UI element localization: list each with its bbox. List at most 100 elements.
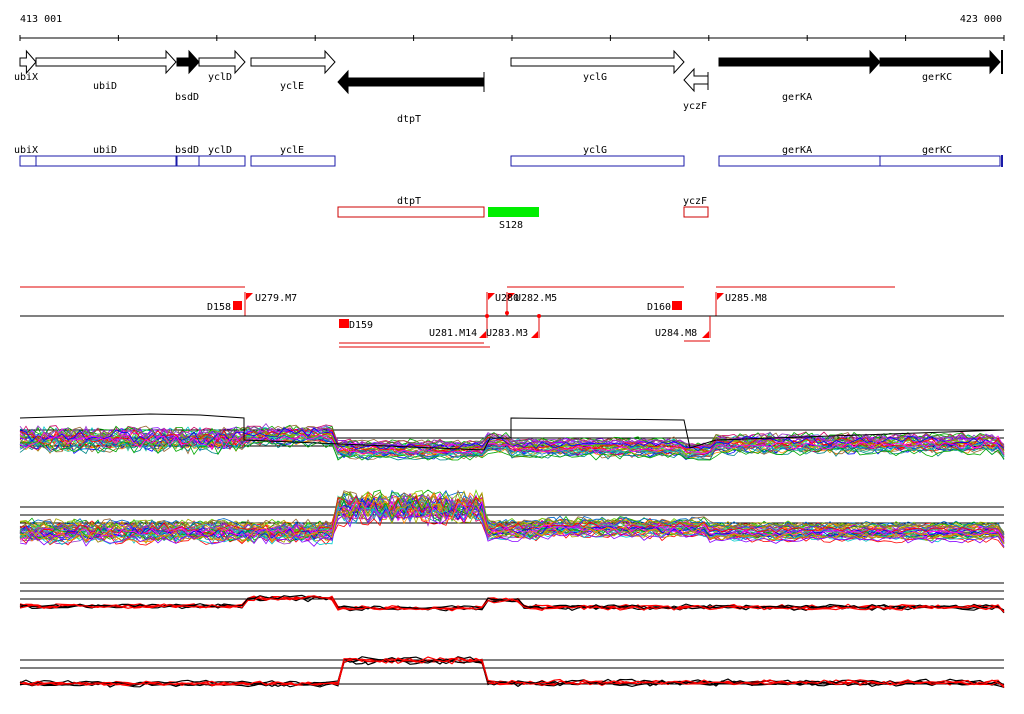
gene-label-yclD[interactable]: yclD <box>208 72 232 83</box>
expression-trace <box>19 504 1005 548</box>
operon-box-bsdD[interactable] <box>176 155 200 167</box>
segment-label-u283: U283.M3 <box>486 328 528 339</box>
segment-label-d158: D158 <box>207 302 231 313</box>
expression-summary-reverse <box>19 656 1005 689</box>
expression-trace <box>19 499 1005 544</box>
gene-arrow-gerKA[interactable] <box>718 49 881 75</box>
coordinate-ruler: 413 001 423 000 <box>19 14 1005 41</box>
operon-label-gerKC: gerKC <box>922 145 952 156</box>
gene-label-ubiD[interactable]: ubiD <box>93 81 117 92</box>
marker-dot <box>505 311 509 315</box>
expression-trace <box>19 595 1005 613</box>
expression-trace <box>19 428 1005 452</box>
expression-trace <box>19 437 1005 461</box>
expression-panel-reverse <box>19 489 1005 549</box>
expression-trace <box>19 432 1005 455</box>
reverse-box-yczF[interactable] <box>683 206 709 218</box>
expression-trace <box>19 489 1005 534</box>
marker-u282[interactable] <box>508 293 515 300</box>
operon-box-gerKA[interactable] <box>718 155 881 167</box>
rna-feature-s128[interactable] <box>488 207 539 217</box>
operon-forward-track <box>19 155 1003 167</box>
operon-box-gerKC[interactable] <box>879 155 1001 167</box>
segment-label-u284: U284.M8 <box>655 328 697 339</box>
rna-label-s128: S128 <box>499 220 523 231</box>
gene-arrow-yczF[interactable] <box>683 67 709 93</box>
segment-label-d160: D160 <box>647 302 671 313</box>
gene-label-bsdD[interactable]: bsdD <box>175 92 199 103</box>
expression-trace <box>19 656 1005 687</box>
expression-trace <box>19 502 1005 547</box>
reverse-label-dtpT: dtpT <box>397 196 421 207</box>
ruler-end-label: 423 000 <box>960 14 1002 25</box>
operon-label-bsdD: bsdD <box>175 145 199 156</box>
gene-label-ubiX[interactable]: ubiX <box>14 72 38 83</box>
gene-arrow-yclD[interactable] <box>198 49 246 75</box>
expression-trace <box>19 440 1005 461</box>
marker-dot <box>485 314 489 318</box>
segment-label-u282: U282.M5 <box>515 293 557 304</box>
expression-panel-forward <box>19 413 1005 461</box>
segment-label-u281: U281.M14 <box>429 328 477 339</box>
expression-trace <box>19 491 1005 537</box>
marker-u279[interactable] <box>246 293 253 300</box>
operon-box-yclE[interactable] <box>250 155 336 167</box>
gene-arrow-ubiD[interactable] <box>35 49 177 75</box>
expression-trace <box>19 489 1005 534</box>
expression-trace <box>19 498 1005 544</box>
operon-label-ubiX: ubiX <box>14 145 38 156</box>
segmentation-track: D158 U279.M7 U280 U282.M5 D160 U285.M8 D… <box>20 286 1004 348</box>
operon-label-gerKA: gerKA <box>782 145 812 156</box>
marker-d158[interactable] <box>233 301 242 310</box>
marker-u280[interactable] <box>488 293 495 300</box>
operon-label-yclG: yclG <box>583 145 607 156</box>
operon-box-ubiX[interactable] <box>19 155 37 167</box>
reverse-label-yczF: yczF <box>683 196 707 207</box>
expression-trace <box>19 595 1005 613</box>
operon-label-yclE: yclE <box>280 145 304 156</box>
expression-summary-forward <box>19 582 1005 614</box>
expression-trace-highlight <box>19 413 1005 451</box>
marker-dot <box>537 314 541 318</box>
expression-trace <box>19 499 1005 542</box>
gene-arrow-ubiX[interactable] <box>19 49 37 75</box>
expression-trace <box>19 425 1005 449</box>
segment-label-d159: D159 <box>349 320 373 331</box>
gene-arrow-yclE[interactable] <box>250 49 336 75</box>
marker-u281[interactable] <box>479 331 486 338</box>
gene-arrow-dtpT[interactable] <box>337 69 485 95</box>
reverse-box-dtpT[interactable] <box>337 206 485 218</box>
marker-d160[interactable] <box>672 301 682 310</box>
marker-u285[interactable] <box>717 293 724 300</box>
operon-label-ubiD: ubiD <box>93 145 117 156</box>
gene-label-dtpT[interactable]: dtpT <box>397 114 421 125</box>
expression-trace <box>19 499 1005 542</box>
operon-forward-labels: ubiX ubiD bsdD yclD yclE yclG gerKA gerK… <box>14 145 952 156</box>
operon-box-ubiD[interactable] <box>35 155 177 167</box>
operon-box-yclD[interactable] <box>198 155 246 167</box>
marker-u284[interactable] <box>702 331 709 338</box>
gene-arrow-yclG[interactable] <box>510 49 685 75</box>
segment-label-u285: U285.M8 <box>725 293 767 304</box>
operon-reverse-track <box>337 206 709 218</box>
gene-arrow-gerKC[interactable] <box>879 49 1001 75</box>
gene-label-yclE[interactable]: yclE <box>280 81 304 92</box>
gene-arrow-bsdD[interactable] <box>176 49 200 75</box>
operon-box-yclG[interactable] <box>510 155 685 167</box>
gene-label-gerKA[interactable]: gerKA <box>782 92 812 103</box>
marker-d159[interactable] <box>339 319 349 328</box>
operon-reverse-labels: dtpT yczF <box>397 196 707 207</box>
expression-trace <box>19 656 1005 686</box>
marker-u283[interactable] <box>531 331 538 338</box>
gene-label-yclG[interactable]: yclG <box>583 72 607 83</box>
gene-track <box>19 49 1003 95</box>
expression-trace <box>19 439 1005 461</box>
operon-label-yclD: yclD <box>208 145 232 156</box>
segment-label-u280: U280 <box>495 293 519 304</box>
gene-label-gerKC[interactable]: gerKC <box>922 72 952 83</box>
gene-label-yczF[interactable]: yczF <box>683 101 707 112</box>
segment-label-u279: U279.M7 <box>255 293 297 304</box>
ruler-start-label: 413 001 <box>20 14 62 25</box>
ruler-ticks <box>19 35 1005 41</box>
